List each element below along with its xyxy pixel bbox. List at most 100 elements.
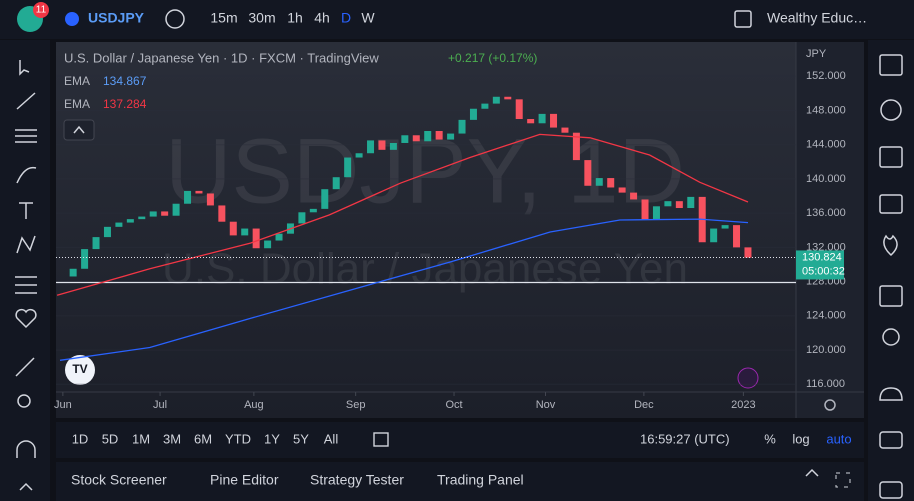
candle xyxy=(378,140,386,150)
pattern-tool[interactable] xyxy=(16,235,36,254)
candle xyxy=(504,96,512,100)
candle xyxy=(710,228,718,243)
scale-button[interactable]: % xyxy=(764,431,776,446)
cursor-tool[interactable] xyxy=(19,60,30,76)
scale-button[interactable]: log xyxy=(792,431,809,446)
range-button[interactable]: 6M xyxy=(194,431,212,446)
candle xyxy=(721,225,729,229)
candle xyxy=(81,249,89,269)
collapse-icon xyxy=(73,125,85,134)
y-tick-label: 124.000 xyxy=(806,310,846,322)
date-range-icon[interactable] xyxy=(373,432,389,447)
candle xyxy=(218,205,226,222)
scale-button[interactable]: auto xyxy=(826,431,851,446)
panel-tab[interactable]: Pine Editor xyxy=(210,472,279,488)
notifications[interactable] xyxy=(879,481,903,499)
streams[interactable] xyxy=(879,431,903,449)
calendar[interactable] xyxy=(879,285,903,307)
alerts[interactable] xyxy=(880,99,902,121)
candle xyxy=(744,247,752,258)
prediction-tool[interactable] xyxy=(15,276,37,294)
interval-button[interactable]: D xyxy=(341,10,351,26)
candle xyxy=(241,228,249,236)
indicator-name: EMA xyxy=(64,97,90,111)
range-button[interactable]: 1M xyxy=(132,431,150,446)
indicator-value: 134.867 xyxy=(103,74,147,88)
range-button[interactable]: 1D xyxy=(72,431,89,446)
candle xyxy=(321,189,329,209)
tv-logo-mark: TV xyxy=(72,362,87,376)
expand-panel[interactable] xyxy=(805,468,819,477)
y-tick-label: 136.000 xyxy=(806,207,846,219)
layout-name[interactable]: Wealthy Educ… xyxy=(767,10,867,26)
panel-tab[interactable]: Trading Panel xyxy=(437,472,524,488)
tv-logo[interactable] xyxy=(65,355,95,385)
candle xyxy=(641,199,649,220)
magnet-tool[interactable] xyxy=(16,440,36,458)
watchlist[interactable] xyxy=(879,54,903,76)
candle xyxy=(206,193,214,206)
range-button[interactable]: 5D xyxy=(102,431,119,446)
candle xyxy=(664,201,672,207)
countdown: 05:00:32 xyxy=(802,265,845,277)
last-price-label: 130.824 xyxy=(802,251,842,263)
trend-tool[interactable] xyxy=(16,92,36,110)
currency-label: JPY xyxy=(806,48,827,60)
data-window[interactable] xyxy=(879,194,903,214)
panel-tab[interactable]: Strategy Tester xyxy=(310,472,404,488)
candle xyxy=(309,208,317,213)
badge-count: 11 xyxy=(36,5,47,16)
price-axis xyxy=(796,42,864,418)
left-toolbar xyxy=(0,40,50,501)
panel-tab[interactable]: Stock Screener xyxy=(71,472,167,488)
candle xyxy=(618,187,626,193)
x-tick-label: Aug xyxy=(244,399,264,411)
right-tools xyxy=(879,54,903,499)
collapse-legend[interactable] xyxy=(63,119,95,141)
interval-button[interactable]: 1h xyxy=(287,10,303,26)
chats[interactable] xyxy=(879,387,903,401)
fib-tool[interactable] xyxy=(15,129,37,143)
more-tools[interactable] xyxy=(19,482,33,491)
candle xyxy=(675,201,683,209)
candle xyxy=(515,99,523,120)
range-button[interactable]: YTD xyxy=(225,431,251,446)
ideas[interactable] xyxy=(882,328,900,346)
candle xyxy=(69,268,77,277)
interval-button[interactable]: 4h xyxy=(314,10,330,26)
range-button[interactable]: 5Y xyxy=(293,431,309,446)
candle xyxy=(401,135,409,143)
text-tool[interactable] xyxy=(19,202,33,219)
interval-button[interactable]: 30m xyxy=(248,10,275,26)
last-price-box xyxy=(796,250,844,280)
candle xyxy=(424,130,432,142)
settings-icon[interactable] xyxy=(824,399,836,411)
add-symbol[interactable] xyxy=(165,9,185,29)
candle xyxy=(172,203,180,216)
hotlists[interactable] xyxy=(883,234,898,257)
y-tick-label: 148.000 xyxy=(806,104,846,116)
layout-icon[interactable] xyxy=(734,10,752,28)
candle xyxy=(332,177,340,190)
interval-button[interactable]: W xyxy=(361,10,375,26)
news[interactable] xyxy=(879,146,903,168)
candle xyxy=(652,206,660,220)
range-button[interactable]: 3M xyxy=(163,431,181,446)
candle xyxy=(103,226,111,238)
measure-tool[interactable] xyxy=(15,357,35,377)
symbol[interactable]: USDJPY xyxy=(88,10,145,26)
plot xyxy=(56,75,796,385)
fullscreen[interactable] xyxy=(835,472,851,488)
brush-tool[interactable] xyxy=(16,166,37,184)
candle xyxy=(161,211,169,216)
interval-button[interactable]: 15m xyxy=(210,10,237,26)
lightning-icon[interactable] xyxy=(737,367,759,389)
range-button[interactable]: 1Y xyxy=(264,431,280,446)
ema-line xyxy=(56,133,749,296)
range-button[interactable]: All xyxy=(324,431,339,446)
zoom-tool[interactable] xyxy=(17,394,31,408)
x-tick-label: Oct xyxy=(445,399,462,411)
favorites-tool[interactable] xyxy=(15,308,37,329)
y-tick-label: 116.000 xyxy=(806,378,845,390)
